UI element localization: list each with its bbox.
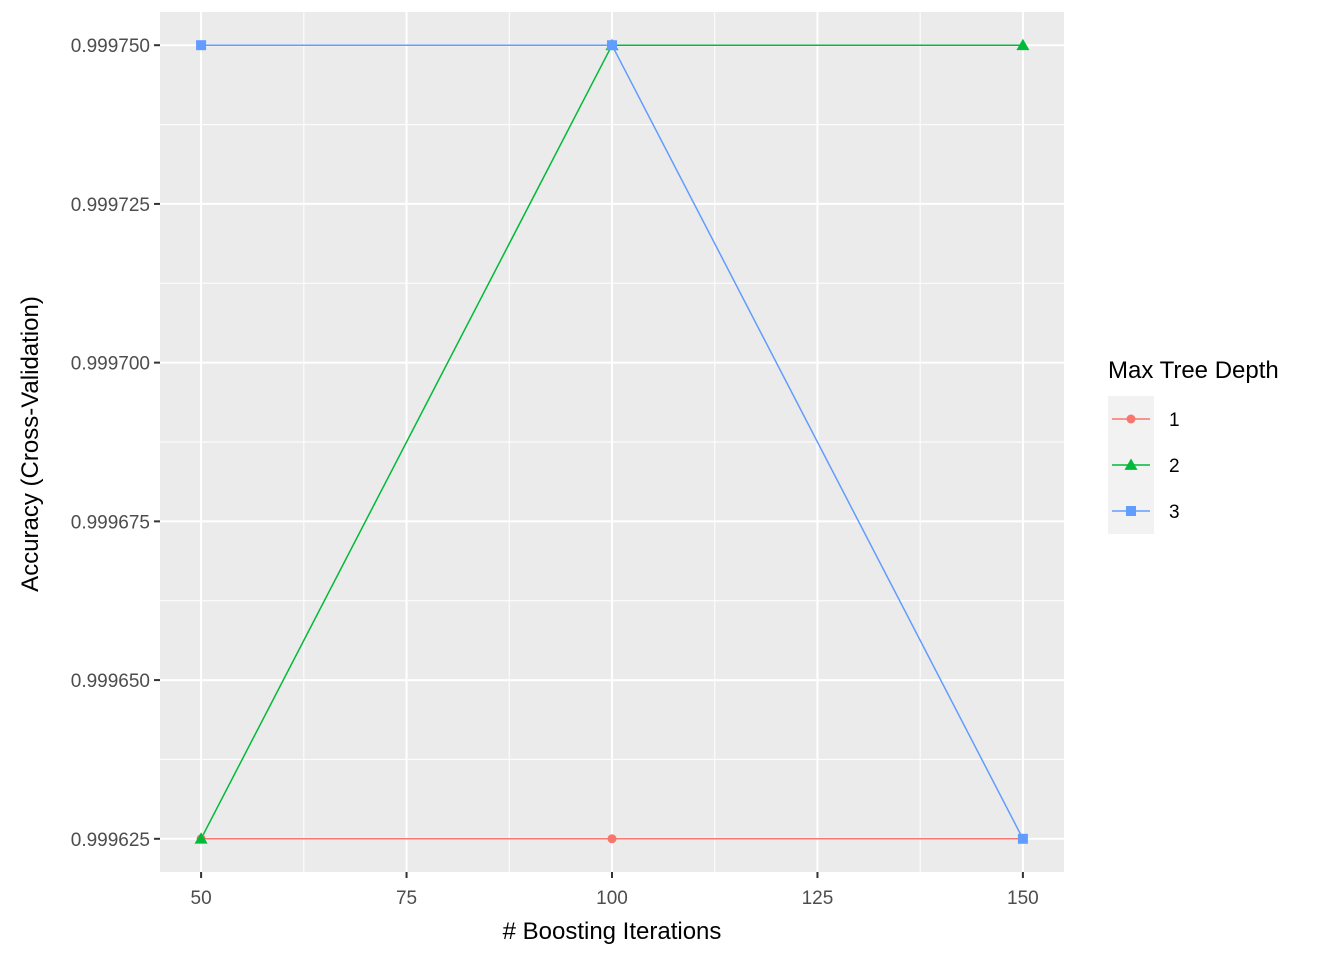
x-tick-label: 75 — [396, 888, 417, 909]
y-tick-label: 0.999750 — [71, 36, 150, 57]
legend-key-marker — [1126, 414, 1136, 424]
x-axis: 50 75 100 125 150 — [191, 872, 1039, 909]
y-tick-label: 0.999675 — [71, 512, 150, 533]
legend-label: 2 — [1169, 456, 1180, 477]
data-point-depth-1 — [607, 834, 617, 844]
legend: Max Tree Depth 1 2 3 — [1108, 357, 1279, 534]
data-point-depth-2 — [194, 832, 208, 844]
legend-label: 3 — [1169, 502, 1180, 523]
y-axis: 0.999625 0.999650 0.999675 0.999700 0.999725… — [71, 36, 160, 851]
x-axis-title: # Boosting Iterations — [503, 918, 722, 945]
data-point-depth-3 — [196, 40, 207, 51]
x-tick-label: 150 — [1007, 888, 1039, 909]
legend-key-marker — [1126, 506, 1136, 516]
series-points — [194, 38, 1030, 844]
data-point-depth-3 — [607, 40, 617, 51]
data-point-depth-2 — [1016, 38, 1030, 51]
x-tick-label: 125 — [802, 888, 834, 909]
legend-label: 1 — [1169, 410, 1180, 431]
y-axis-title: Accuracy (Cross-Validation) — [17, 296, 44, 592]
legend-items: 1 2 3 — [1112, 410, 1180, 523]
x-tick-label: 50 — [191, 888, 212, 909]
legend-key-marker — [1124, 458, 1138, 470]
y-tick-label: 0.999650 — [71, 671, 150, 692]
y-tick-label: 0.999700 — [71, 354, 150, 375]
y-tick-label: 0.999725 — [71, 195, 150, 216]
y-tick-label: 0.999625 — [71, 830, 150, 851]
legend-title: Max Tree Depth — [1108, 357, 1279, 384]
data-point-depth-3 — [1017, 833, 1028, 844]
x-tick-label: 100 — [596, 888, 628, 909]
